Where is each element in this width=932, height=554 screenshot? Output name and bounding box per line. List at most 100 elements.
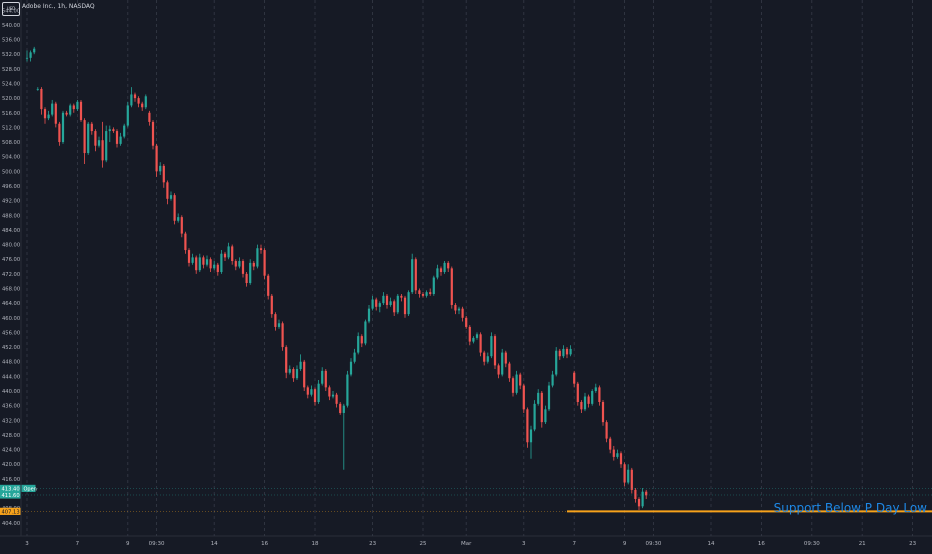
candle-body (285, 347, 288, 373)
open-tag: Open (24, 486, 37, 492)
candle-body (407, 292, 410, 315)
candle-body (497, 365, 500, 375)
candle-body (155, 145, 158, 172)
candle-body (267, 275, 270, 296)
candle-body (623, 464, 626, 483)
candle-body (166, 182, 169, 199)
candle-body (511, 378, 515, 393)
price-axis-label: 528.00 (2, 67, 20, 73)
candle-body (591, 391, 594, 404)
price-axis-label: 540.00 (2, 23, 20, 29)
price-axis[interactable]: 404.00408.00416.00420.00424.00428.00432.… (2, 8, 20, 527)
candle-body (259, 248, 263, 251)
candle-body (148, 112, 151, 122)
time-axis-label: 3 (522, 541, 526, 547)
candle-body (501, 352, 504, 375)
candle-body (454, 304, 457, 311)
candle-body (76, 101, 79, 110)
candle-body (281, 323, 284, 348)
candle-body (299, 361, 302, 370)
candle-body (69, 105, 72, 115)
price-axis-label: 440.00 (2, 389, 20, 395)
candle-body (583, 396, 587, 410)
price-tag: 413.40 (2, 486, 20, 492)
time-axis[interactable]: 3 7 9 09:30 14 16 18 23 25 Mar 3 7 9 09:30 14 16 09:30 21… (25, 541, 932, 547)
price-axis-label: 460.00 (2, 316, 20, 322)
price-axis-label: 544.00 (2, 8, 20, 14)
symbol-logo[interactable]: USD (2, 2, 20, 16)
candle-body (425, 292, 428, 296)
price-axis-label: 452.00 (2, 345, 20, 351)
candle-body (576, 383, 579, 402)
candle-body (295, 369, 299, 379)
price-axis-label: 428.00 (2, 433, 20, 439)
candle-body (209, 259, 212, 269)
candle-body (414, 259, 417, 291)
candle-body (72, 105, 75, 110)
candle-body (551, 374, 554, 386)
candle-body (313, 389, 317, 402)
candle-body (141, 103, 144, 108)
price-axis-label: 464.00 (2, 301, 20, 307)
time-axis-label: 3 (25, 541, 29, 547)
candle-body (508, 363, 511, 379)
candle-body (47, 114, 50, 119)
candle-body (241, 261, 245, 274)
candle-body (119, 136, 122, 144)
candle-body (357, 336, 360, 353)
candle-body (627, 469, 630, 483)
candle-body (396, 295, 399, 313)
time-axis-label: 23 (369, 541, 376, 547)
price-tag-bg (0, 507, 21, 515)
candle-body (33, 48, 36, 53)
price-axis-label: 432.00 (2, 418, 20, 424)
candle-body (51, 103, 54, 115)
candle-body (277, 323, 281, 327)
chart-title[interactable]: Adobe Inc., 1h, NASDAQ (22, 3, 95, 10)
price-axis-label: 516.00 (2, 111, 20, 117)
candle-body (288, 369, 291, 373)
candle-body (641, 491, 644, 507)
time-axis-label: 14 (708, 541, 715, 547)
candle-body (389, 301, 392, 305)
price-axis-label: 508.00 (2, 140, 20, 146)
price-axis-label: 520.00 (2, 96, 20, 102)
price-tag: 407.13 (2, 509, 20, 515)
time-axis-label: Mar (461, 541, 472, 547)
candle-body (216, 264, 219, 273)
candle-body (371, 299, 374, 309)
candle-body (112, 129, 115, 132)
candle-body (537, 392, 540, 404)
candle-body (306, 387, 309, 395)
candle-body (346, 374, 349, 406)
time-axis-label: 23 (909, 541, 916, 547)
candle-body (569, 348, 572, 355)
price-axis-label: 536.00 (2, 38, 20, 44)
candle-body (465, 317, 468, 327)
open-tag-bg (21, 484, 36, 493)
candle-body (609, 438, 612, 450)
candle-body (263, 250, 266, 276)
candle-body (594, 387, 597, 392)
time-axis-label: 16 (261, 541, 268, 547)
candle-body (443, 262, 446, 273)
candle-body (562, 348, 565, 357)
candle-body (223, 253, 227, 258)
candle-body (87, 123, 90, 154)
candle-body (238, 261, 241, 267)
candle-body (303, 361, 306, 388)
candle-body (573, 372, 576, 384)
candle-body (137, 98, 140, 104)
candle-body (191, 257, 194, 263)
candle-body (195, 257, 198, 271)
candle-body (432, 277, 435, 294)
candle-body (612, 449, 615, 457)
candle-body (580, 402, 583, 410)
candle-body (198, 257, 201, 271)
candle-body (231, 246, 234, 262)
candle-body (468, 326, 471, 342)
time-axis-label: 7 (572, 541, 576, 547)
